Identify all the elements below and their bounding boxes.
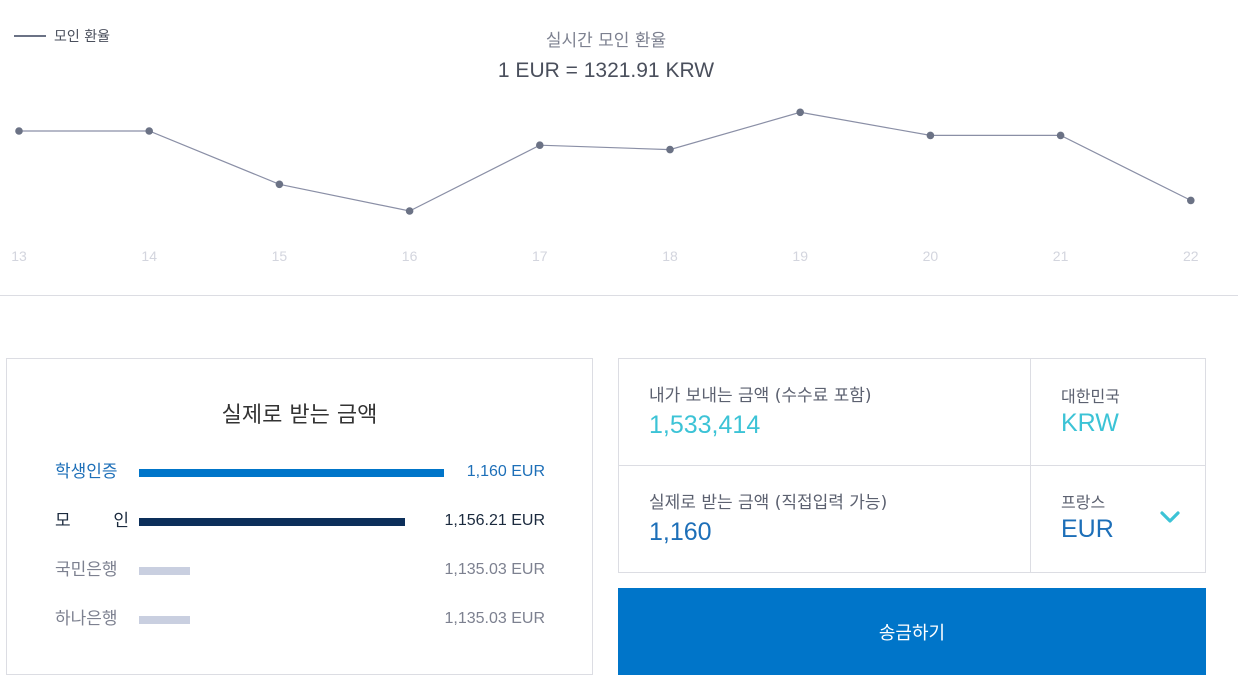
- comparison-value: 1,156.21 EUR: [444, 512, 545, 529]
- data-point: [405, 207, 414, 215]
- chart-title: 실시간 모인 환율: [545, 31, 667, 51]
- rate-chart-section: 모인 환율 실시간 모인 환율 1 EUR = 1321.91 KRW 13 14…: [0, 0, 1238, 296]
- comparison-bar: [139, 469, 444, 477]
- rate-line-chart: 13 14 15 16 17 18 19 20 21 22: [11, 108, 1199, 264]
- x-tick-label: 22: [1183, 248, 1199, 264]
- x-tick-label: 13: [11, 248, 27, 264]
- comparison-value: 1,135.03 EUR: [444, 610, 545, 627]
- send-amount-cell: 내가 보내는 금액 (수수료 포함): [619, 359, 1031, 466]
- data-point: [15, 127, 23, 135]
- send-country-label: 대한민국: [1061, 387, 1120, 406]
- comparison-label-text: 하나은행: [55, 609, 118, 629]
- comparison-label: 모 인: [55, 509, 129, 533]
- current-rate: 1 EUR = 1321.91 KRW: [497, 59, 715, 82]
- comparison-title: 실제로 받는 금액: [221, 403, 378, 428]
- comparison-bar: [139, 567, 190, 575]
- data-point: [796, 108, 804, 117]
- send-money-button[interactable]: 송금하기: [618, 588, 1206, 675]
- x-tick-label: 19: [792, 248, 808, 264]
- x-tick-label: 14: [141, 248, 157, 264]
- chart-legend: 모인 환율: [14, 26, 110, 46]
- data-point: [666, 145, 674, 154]
- comparison-row-student: 학생인증 1,160 EUR: [7, 460, 592, 484]
- comparison-row-moin: 모 인 1,156.21 EUR: [7, 509, 592, 533]
- comparison-label: 학생인증: [55, 460, 118, 484]
- send-currency-cell: 대한민국 KRW: [1031, 359, 1205, 466]
- x-tick-label: 16: [402, 248, 418, 264]
- x-tick-label: 20: [923, 248, 939, 264]
- x-tick-label: 17: [532, 248, 548, 264]
- data-point: [145, 127, 153, 135]
- data-point: [275, 180, 284, 189]
- transfer-amount-form: 내가 보내는 금액 (수수료 포함) 대한민국 KRW 실제로 받는 금액 (직…: [618, 358, 1206, 573]
- receive-amount-input[interactable]: [649, 518, 989, 547]
- series-line: [19, 111, 1192, 212]
- comparison-value: 1,135.03 EUR: [444, 561, 545, 578]
- x-tick-label: 18: [662, 248, 678, 264]
- data-point: [536, 141, 544, 149]
- chevron-down-icon[interactable]: [1159, 509, 1181, 525]
- x-tick-label: 21: [1053, 248, 1069, 264]
- received-amount-comparison: 실제로 받는 금액 학생인증 1,160 EUR 모 인 1,156.21 EU…: [6, 358, 593, 675]
- data-point: [926, 131, 935, 140]
- receive-currency-selector[interactable]: 프랑스 EUR: [1031, 466, 1205, 572]
- comparison-row-kb: 국민은행 1,135.03 EUR: [7, 558, 592, 582]
- legend-label: 모인 환율: [54, 29, 110, 45]
- send-amount-label: 내가 보내는 금액 (수수료 포함): [649, 386, 872, 406]
- receive-amount-cell: 실제로 받는 금액 (직접입력 가능): [619, 466, 1031, 572]
- send-amount-input[interactable]: [649, 411, 989, 440]
- comparison-label: 국민은행: [55, 558, 118, 582]
- x-tick-label: 15: [272, 248, 288, 264]
- legend-line-swatch: [14, 35, 46, 37]
- comparison-value: 1,160 EUR: [466, 463, 545, 480]
- comparison-label-char: 모: [55, 511, 71, 531]
- receive-currency-code: EUR: [1061, 515, 1114, 543]
- receive-country-label: 프랑스: [1061, 493, 1106, 512]
- comparison-bar: [139, 616, 190, 624]
- comparison-label-char: 인: [113, 511, 129, 531]
- comparison-bar: [139, 518, 405, 526]
- comparison-label-text: 국민은행: [55, 560, 118, 580]
- comparison-label: 하나은행: [55, 607, 118, 631]
- comparison-row-hana: 하나은행 1,135.03 EUR: [7, 607, 592, 631]
- receive-amount-label: 실제로 받는 금액 (직접입력 가능): [649, 493, 888, 513]
- comparison-label-text: 학생인증: [55, 462, 118, 482]
- data-point: [1056, 131, 1065, 140]
- send-currency-code: KRW: [1061, 409, 1119, 437]
- data-point: [1187, 196, 1195, 205]
